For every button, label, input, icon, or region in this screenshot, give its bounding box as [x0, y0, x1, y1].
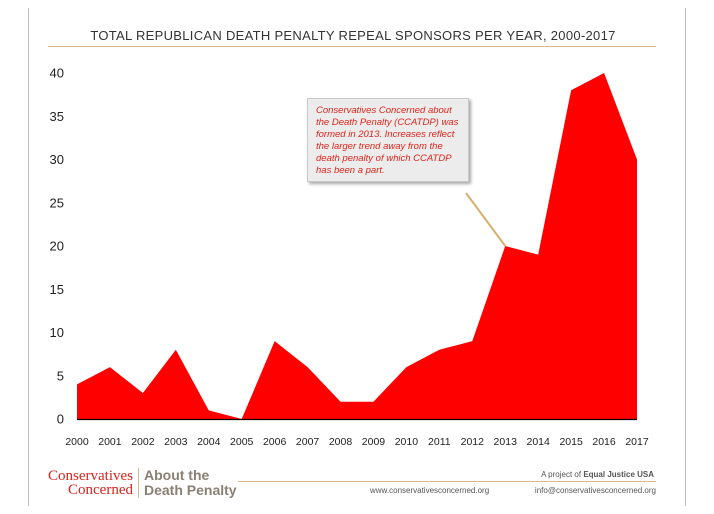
logo-about-line-2: Death Penalty [143, 482, 237, 498]
footer-project-name: Equal Justice USA [583, 470, 654, 479]
logo-line-1: Conservatives [48, 468, 133, 484]
x-tick-label: 2000 [65, 436, 89, 448]
y-tick-label: 35 [50, 109, 64, 124]
x-tick-label: 2005 [230, 436, 254, 448]
y-tick-label: 25 [50, 195, 64, 210]
logo-about-death-penalty: About the Death Penalty [144, 468, 237, 498]
y-tick-label: 30 [50, 152, 64, 167]
logo-conservatives-concerned: Conservatives Concerned [48, 468, 133, 498]
footer-divider [238, 481, 656, 482]
chart-frame [28, 8, 686, 506]
x-tick-label: 2010 [395, 436, 419, 448]
x-tick-label: 2006 [263, 436, 287, 448]
logo: Conservatives Concerned About the Death … [48, 466, 237, 500]
y-tick-label: 5 [57, 368, 64, 383]
footer-project-prefix: A project of [541, 470, 584, 479]
x-tick-label: 2004 [197, 436, 221, 448]
y-tick-label: 20 [50, 239, 64, 254]
y-tick-label: 10 [50, 325, 64, 340]
x-tick-label: 2001 [98, 436, 122, 448]
x-tick-label: 2009 [362, 436, 386, 448]
footer-project: A project of Equal Justice USA [541, 470, 654, 479]
y-tick-label: 0 [57, 412, 64, 427]
x-tick-label: 2016 [592, 436, 616, 448]
chart-title: TOTAL REPUBLICAN DEATH PENALTY REPEAL SP… [90, 28, 616, 43]
y-tick-label: 40 [50, 66, 64, 81]
x-tick-label: 2012 [461, 436, 485, 448]
logo-about-line-1: About the [143, 467, 210, 483]
x-tick-label: 2014 [526, 436, 550, 448]
title-divider [48, 46, 656, 47]
x-tick-label: 2011 [428, 436, 451, 448]
x-tick-label: 2015 [559, 436, 583, 448]
x-tick-label: 2007 [296, 436, 320, 448]
logo-separator [137, 468, 139, 498]
footer-email[interactable]: info@conservativesconcerned.org [534, 486, 656, 495]
x-tick-label: 2017 [625, 436, 649, 448]
y-tick-label: 15 [50, 282, 64, 297]
x-tick-label: 2003 [164, 436, 188, 448]
x-tick-label: 2013 [494, 436, 518, 448]
logo-line-2: Concerned [68, 482, 133, 498]
annotation-leader-line [465, 192, 507, 247]
annotation-callout: Conservatives Concerned about the Death … [307, 98, 469, 182]
x-tick-label: 2002 [131, 436, 155, 448]
footer-website[interactable]: www.conservativesconcerned.org [370, 486, 490, 495]
x-tick-label: 2008 [329, 436, 353, 448]
area-series [77, 73, 637, 419]
